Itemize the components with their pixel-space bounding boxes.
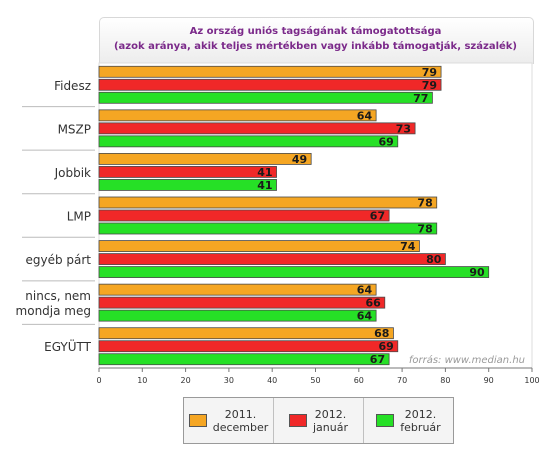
data-label: 41 — [257, 179, 272, 192]
data-label: 74 — [400, 240, 416, 253]
x-tick-label: 10 — [137, 376, 147, 385]
legend: 2011. december 2012. január 2012. februá… — [183, 397, 454, 444]
title-box — [99, 17, 534, 64]
legend-label-januar: 2012. január — [312, 407, 348, 434]
x-tick-label: 90 — [484, 376, 494, 385]
data-label: 79 — [422, 66, 437, 79]
category-label: MSZP — [58, 122, 91, 136]
bar — [98, 283, 377, 296]
bar — [98, 222, 438, 235]
data-label: 64 — [357, 284, 373, 297]
bar — [98, 78, 442, 91]
bar — [98, 109, 377, 122]
legend-swatch-februar — [376, 414, 395, 427]
data-label: 90 — [469, 266, 485, 279]
data-label: 64 — [357, 109, 373, 122]
legend-item-december: 2011. december — [184, 398, 273, 443]
category-label: Fidesz — [54, 79, 91, 93]
data-label: 78 — [417, 223, 432, 236]
bar — [98, 179, 277, 191]
legend-swatch-december — [188, 414, 207, 427]
x-tick-label: 50 — [310, 376, 320, 385]
data-label: 67 — [370, 210, 385, 223]
data-label: 67 — [370, 353, 385, 366]
data-label: 77 — [413, 92, 428, 105]
data-label: 78 — [417, 197, 432, 210]
bar — [98, 91, 433, 104]
x-tick-label: 100 — [524, 376, 539, 385]
chart-subtitle: (azok aránya, akik teljes mértékben vagy… — [113, 41, 517, 52]
bar — [98, 296, 386, 309]
data-label: 69 — [378, 135, 393, 148]
x-tick-label: 30 — [224, 376, 234, 385]
category-label: Jobbik — [54, 166, 91, 180]
data-label: 64 — [357, 310, 373, 323]
bar — [98, 309, 377, 322]
source-note: forrás: www.median.hu — [409, 354, 525, 366]
category-label: egyéb párt — [25, 253, 91, 267]
category-label: nincs, nem — [25, 289, 91, 303]
legend-swatch-januar — [288, 414, 307, 427]
bar — [98, 122, 416, 135]
category-label: EGYÜTT — [44, 338, 92, 354]
bar — [98, 153, 312, 165]
data-label: 66 — [365, 297, 381, 310]
legend-item-februar: 2012. február — [363, 398, 453, 443]
bar — [98, 327, 394, 340]
chart-title: Az ország uniós tagságának támogatottság… — [189, 26, 442, 37]
bar — [98, 166, 277, 178]
data-label: 73 — [396, 122, 411, 135]
legend-item-januar: 2012. január — [273, 398, 363, 443]
category-label: LMP — [67, 210, 91, 224]
bar — [98, 240, 420, 252]
bar — [98, 65, 442, 78]
data-label: 80 — [426, 253, 442, 266]
bar — [98, 253, 446, 265]
data-label: 41 — [257, 166, 272, 179]
bar — [98, 209, 390, 222]
legend-label-december: 2011. december — [212, 407, 269, 434]
legend-label-februar: 2012. február — [400, 407, 441, 434]
category-label: mondja meg — [16, 304, 91, 318]
x-tick-label: 70 — [397, 376, 407, 385]
bar — [98, 353, 390, 366]
data-label: 79 — [422, 79, 437, 92]
data-label: 49 — [292, 153, 307, 166]
bar — [98, 196, 438, 209]
data-label: 68 — [374, 327, 389, 340]
data-label: 69 — [378, 340, 393, 353]
bar — [98, 135, 399, 148]
x-tick-label: 80 — [440, 376, 450, 385]
bar — [98, 266, 490, 278]
x-tick-label: 60 — [354, 376, 364, 385]
x-tick-label: 0 — [96, 376, 101, 385]
x-tick-label: 40 — [267, 376, 277, 385]
bar — [98, 340, 399, 353]
x-tick-label: 20 — [181, 376, 191, 385]
